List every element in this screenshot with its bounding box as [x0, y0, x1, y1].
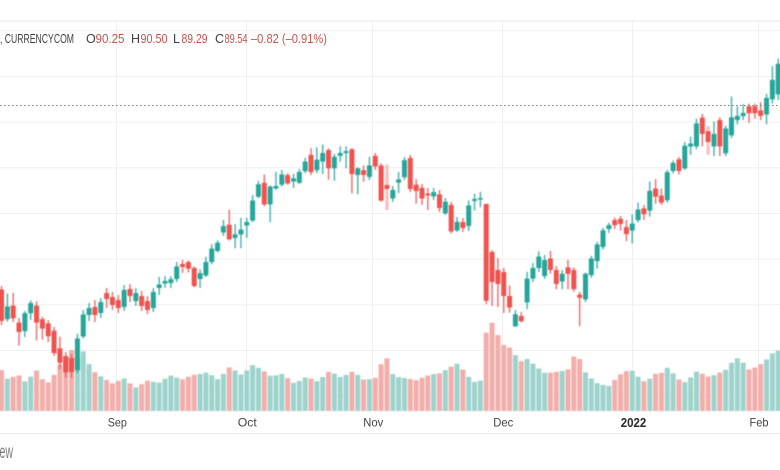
svg-text:89.29: 89.29: [182, 32, 208, 46]
svg-text:Dec: Dec: [493, 416, 513, 430]
svg-text:2022: 2022: [621, 416, 647, 430]
svg-text:L: L: [173, 32, 180, 46]
svg-text:90.25: 90.25: [96, 32, 125, 46]
svg-text:Nov: Nov: [363, 416, 383, 430]
svg-text:Feb: Feb: [750, 416, 769, 430]
svg-text:Sep: Sep: [108, 416, 127, 430]
svg-text:H: H: [131, 32, 140, 46]
svg-text:89.54: 89.54: [225, 32, 248, 46]
svg-text:–0.82 (–0.91%): –0.82 (–0.91%): [251, 32, 327, 46]
svg-text:90.50: 90.50: [141, 32, 168, 46]
svg-text:ew: ew: [0, 442, 13, 463]
svg-text:C: C: [215, 32, 224, 46]
svg-text:Oct: Oct: [238, 416, 258, 430]
svg-text:, CURRENCYCOM: , CURRENCYCOM: [0, 32, 74, 46]
svg-text:O: O: [86, 32, 96, 46]
